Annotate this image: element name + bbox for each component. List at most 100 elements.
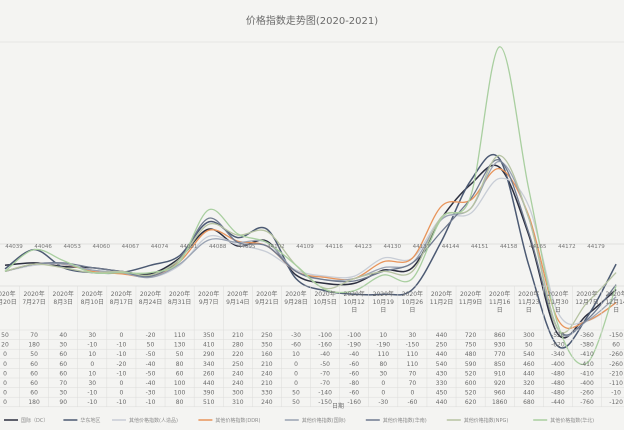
table-value-cell: -620 bbox=[551, 342, 565, 349]
table-value-cell: -160 bbox=[318, 342, 332, 349]
table-value-cell: 430 bbox=[436, 370, 448, 377]
legend-label: 其他价格指数(国际) bbox=[302, 417, 346, 424]
table-value-cell: -10 bbox=[116, 351, 126, 358]
table-value-cell: -10 bbox=[116, 370, 126, 377]
table-value-cell: 440 bbox=[436, 399, 448, 406]
table-value-cell: -70 bbox=[320, 380, 330, 387]
table-value-cell: 300 bbox=[232, 390, 244, 397]
table-value-cell: 10 bbox=[292, 351, 300, 358]
table-value-cell: 50 bbox=[147, 342, 155, 349]
table-value-cell: 30 bbox=[59, 390, 67, 397]
table-value-cell: -60 bbox=[407, 399, 417, 406]
x-tick-label: 44158 bbox=[500, 244, 518, 250]
table-value-cell: 50 bbox=[292, 390, 300, 397]
table-value-cell: 10 bbox=[88, 370, 96, 377]
table-value-cell: -10 bbox=[116, 342, 126, 349]
table-header-cell: 2020年 11月9日 bbox=[459, 290, 482, 306]
table-value-cell: -480 bbox=[551, 380, 565, 387]
table-value-cell: 220 bbox=[232, 351, 244, 358]
table-value-cell: 40 bbox=[59, 332, 67, 339]
legend: 国际（DC） 华东地区 其他价格指数(人造品) 其他价格指数(DDR) 其他价格指数(国… bbox=[4, 417, 594, 424]
table-value-cell: 0 bbox=[294, 370, 298, 377]
x-tick-label: 44095 bbox=[238, 244, 256, 250]
table-value-cell: -120 bbox=[609, 399, 623, 406]
table-value-cell: 0 bbox=[3, 361, 7, 368]
table-value-cell: -10 bbox=[116, 399, 126, 406]
table-value-cell: 0 bbox=[381, 390, 385, 397]
x-tick-label: 44130 bbox=[384, 244, 402, 250]
table-header-cell: 2020年 7月27日 bbox=[22, 290, 45, 306]
table-value-cell: 440 bbox=[436, 351, 448, 358]
table-value-cell: 600 bbox=[465, 380, 477, 387]
x-tick-label: 44053 bbox=[63, 244, 81, 250]
table-value-cell: -260 bbox=[580, 390, 594, 397]
table-value-cell: -190 bbox=[376, 342, 390, 349]
table-value-cell: -260 bbox=[609, 361, 623, 368]
x-tick-label: 44144 bbox=[442, 244, 460, 250]
table-value-cell: -380 bbox=[580, 342, 594, 349]
table-value-cell: -70 bbox=[320, 370, 330, 377]
table-value-cell: 240 bbox=[232, 370, 244, 377]
table-value-cell: -140 bbox=[318, 390, 332, 397]
table-header-cell: 2020年12月14日 bbox=[605, 290, 624, 314]
table-value-cell: 60 bbox=[30, 361, 38, 368]
table-value-cell: 290 bbox=[203, 351, 215, 358]
table-value-cell: 180 bbox=[28, 342, 40, 349]
table-value-cell: 0 bbox=[410, 390, 414, 397]
x-tick-label: 44179 bbox=[587, 244, 605, 250]
x-tick-label: 44165 bbox=[529, 244, 547, 250]
table-value-cell: 590 bbox=[465, 361, 477, 368]
table-value-cell: 210 bbox=[261, 361, 273, 368]
table-value-cell: 10 bbox=[379, 332, 387, 339]
table-value-cell: 210 bbox=[232, 332, 244, 339]
table-value-cell: 680 bbox=[523, 399, 535, 406]
table-header-cell: 2020年 11月16 日 bbox=[489, 290, 510, 314]
table-value-cell: -410 bbox=[580, 351, 594, 358]
table-header-cell: 2020年 9月21日 bbox=[255, 290, 278, 306]
table-value-cell: 440 bbox=[436, 332, 448, 339]
table-value-cell: 460 bbox=[523, 361, 535, 368]
table-value-cell: 860 bbox=[494, 332, 506, 339]
table-value-cell: 10 bbox=[88, 351, 96, 358]
legend-label: 其他价格指数(人造品) bbox=[129, 417, 178, 424]
table-value-cell: -10 bbox=[146, 399, 156, 406]
x-axis-label: 日期 bbox=[332, 402, 344, 410]
table-value-cell: 30 bbox=[88, 332, 96, 339]
table-value-cell: -60 bbox=[349, 390, 359, 397]
legend-label: 其他价格指数(DDR) bbox=[215, 417, 260, 424]
table-value-cell: 0 bbox=[294, 361, 298, 368]
table-value-cell: 50 bbox=[176, 351, 184, 358]
table-value-cell: 60 bbox=[30, 380, 38, 387]
table-value-cell: 240 bbox=[232, 380, 244, 387]
table-value-cell: 50 bbox=[1, 332, 9, 339]
table-value-cell: 240 bbox=[261, 370, 273, 377]
table-value-cell: -50 bbox=[146, 351, 156, 358]
table-value-cell: -40 bbox=[146, 361, 156, 368]
table-value-cell: 280 bbox=[232, 342, 244, 349]
table-header-cell: 2020年 8月24日 bbox=[139, 290, 162, 306]
table-value-cell: -410 bbox=[580, 370, 594, 377]
table-value-cell: 440 bbox=[523, 390, 535, 397]
chart-title: 价格指数走势图(2020-2021) bbox=[246, 14, 378, 27]
table-value-cell: -50 bbox=[146, 370, 156, 377]
x-tick-label: 44046 bbox=[34, 244, 52, 250]
table-value-cell: 70 bbox=[59, 380, 67, 387]
table-value-cell: -440 bbox=[551, 399, 565, 406]
table-header-cell: 2020年 9月28日 bbox=[284, 290, 307, 306]
legend-label: 其他价格指数(华南) bbox=[383, 417, 427, 424]
table-value-cell: 920 bbox=[494, 380, 506, 387]
x-tick-label: 44081 bbox=[180, 244, 198, 250]
table-value-cell: -10 bbox=[87, 390, 97, 397]
table-value-cell: 60 bbox=[612, 342, 620, 349]
table-header-cell: 2020年 10月19 日 bbox=[373, 290, 394, 314]
table-value-cell: -60 bbox=[349, 370, 359, 377]
table-value-cell: -150 bbox=[609, 332, 623, 339]
table-value-cell: 520 bbox=[465, 390, 477, 397]
x-tick-label: 44102 bbox=[267, 244, 285, 250]
table-value-cell: 130 bbox=[174, 342, 186, 349]
table-value-cell: 50 bbox=[30, 351, 38, 358]
table-value-cell: -190 bbox=[347, 342, 361, 349]
table-value-cell: -520 bbox=[551, 332, 565, 339]
table-value-cell: -400 bbox=[551, 361, 565, 368]
